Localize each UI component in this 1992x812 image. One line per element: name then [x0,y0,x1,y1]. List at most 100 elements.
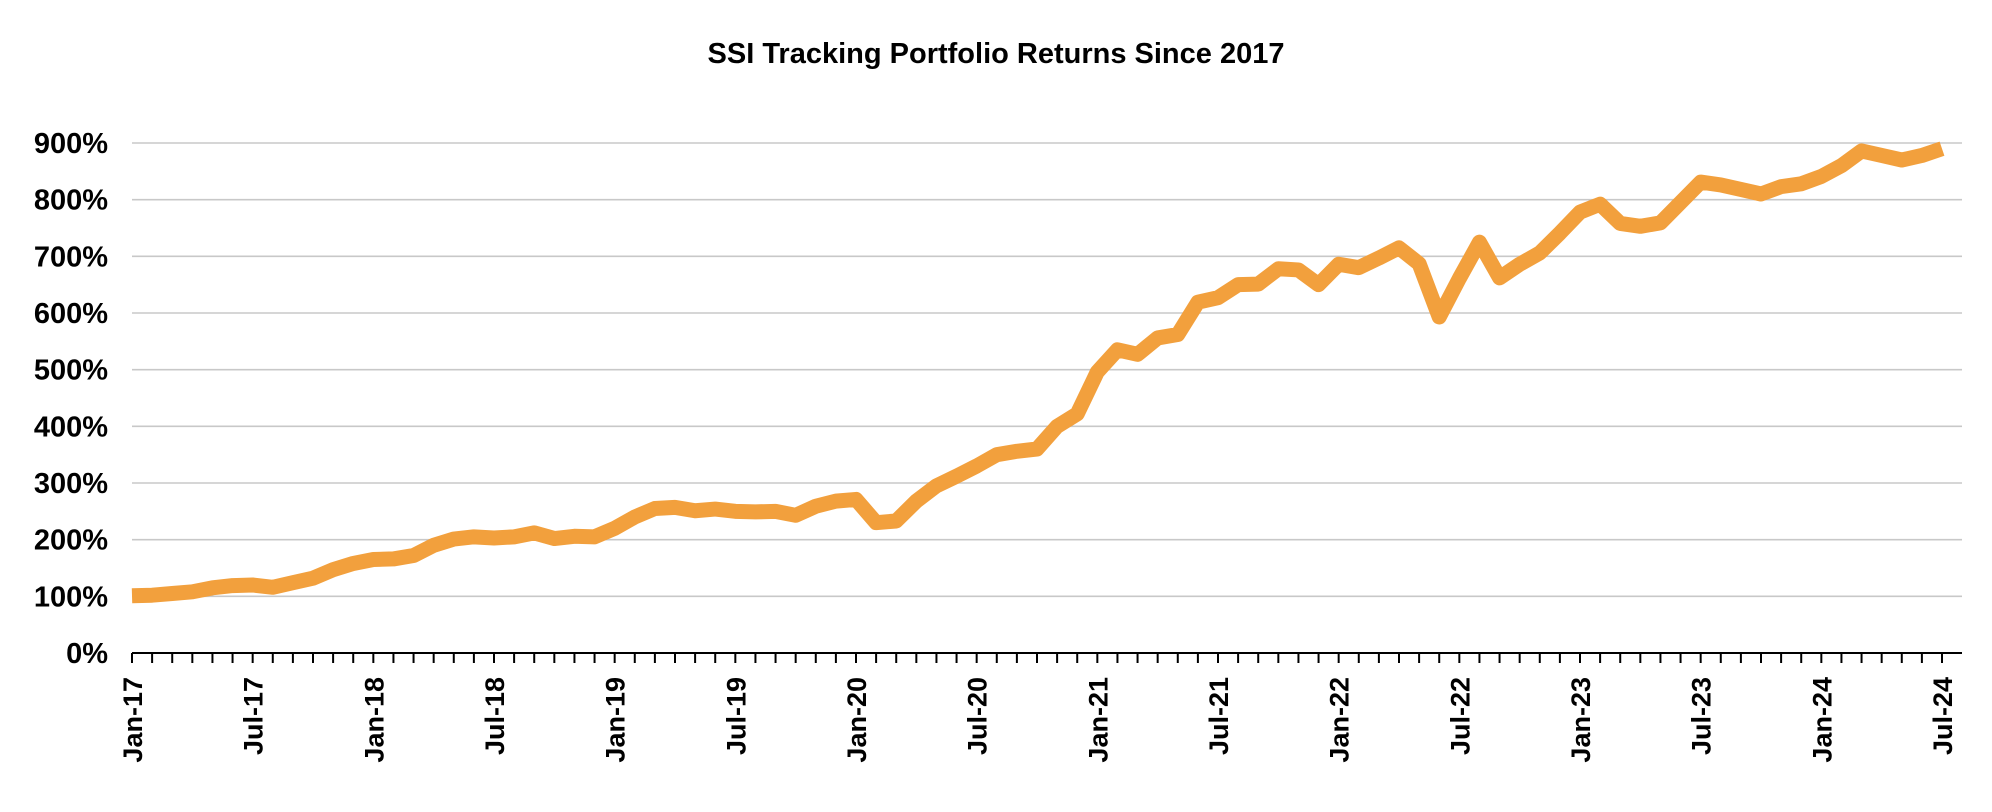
data-point [1640,226,1641,227]
x-tick-label: Jan-23 [1566,677,1596,763]
data-point [413,555,414,556]
data-point [735,511,736,512]
data-point [132,595,133,596]
data-point [936,485,937,486]
data-point [1057,426,1058,427]
data-point [1660,222,1661,223]
data-point [1238,284,1239,285]
data-point [1861,150,1862,151]
data-point [1358,267,1359,268]
y-tick-label: 100% [34,581,108,613]
data-point [1901,160,1902,161]
x-tick-label: Jan-17 [118,677,148,763]
data-point [1740,189,1741,190]
data-point [695,510,696,511]
data-point [675,507,676,508]
data-point [212,587,213,588]
data-point [1037,449,1038,450]
data-point [1680,202,1681,203]
data-point [1479,242,1480,243]
data-point [996,454,997,455]
data-point [1700,182,1701,183]
x-tick-label: Jan-22 [1325,677,1355,763]
data-point [976,466,977,467]
data-point [1781,186,1782,187]
x-tick-label: Jan-21 [1083,677,1113,763]
data-point [192,591,193,592]
data-point [815,506,816,507]
data-point [956,476,957,477]
data-point [152,595,153,596]
data-point [1077,413,1078,414]
data-point [1580,212,1581,213]
data-point [916,501,917,502]
data-point [1539,252,1540,253]
data-point [1338,264,1339,265]
data-point [1298,269,1299,270]
data-point [232,585,233,586]
data-point [534,532,535,533]
data-point [292,582,293,583]
data-point [453,539,454,540]
data-point [1218,297,1219,298]
y-tick-label: 600% [34,298,108,330]
x-tick-label: Jan-19 [601,677,631,763]
data-point [1197,302,1198,303]
data-point [1439,316,1440,317]
data-point [1278,268,1279,269]
y-tick-label: 800% [34,185,108,217]
data-point [634,517,635,518]
data-point [1016,451,1017,452]
y-tick-label: 0% [66,638,108,670]
data-point [835,501,836,502]
data-point [1117,349,1118,350]
x-tick-label: Jan-20 [842,677,872,763]
data-point [433,545,434,546]
data-point [313,578,314,579]
data-point [373,559,374,560]
data-point [1157,337,1158,338]
x-tick-label: Jul-21 [1204,677,1234,755]
data-point [856,499,857,500]
y-axis: 0% 100% 200% 300% 400% 500% 600% 700% 800% 900% [34,128,108,670]
data-point [172,593,173,594]
series-line [131,141,1945,604]
data-point [1761,194,1762,195]
data-point [554,538,555,539]
data-point [876,522,877,523]
data-point [252,585,253,586]
data-point [1097,371,1098,372]
data-point [1399,247,1400,248]
data-point [1499,277,1500,278]
data-point [896,520,897,521]
x-tick-label: Jul-18 [480,677,510,755]
x-tick-label: Jul-23 [1687,677,1717,755]
x-tick-label: Jul-19 [721,677,751,755]
y-tick-label: 400% [34,411,108,443]
x-tick-label: Jul-24 [1928,677,1958,755]
series-layer [131,141,1945,604]
data-point [594,536,595,537]
data-point [1559,233,1560,234]
y-tick-label: 200% [34,525,108,557]
data-point [755,511,756,512]
data-point [574,536,575,537]
data-point [393,558,394,559]
data-point [494,537,495,538]
y-tick-label: 700% [34,241,108,273]
data-point [1177,334,1178,335]
data-point [1821,176,1822,177]
data-point [333,569,334,570]
data-point [272,587,273,588]
x-tick-label: Jul-17 [239,677,269,755]
data-point [1419,263,1420,264]
x-tick-label: Jan-18 [359,677,389,763]
x-tick-label: Jul-20 [963,677,993,755]
gridlines [132,142,1962,598]
data-point [353,563,354,564]
data-point [1519,264,1520,265]
data-point [1720,184,1721,185]
data-point [1921,155,1922,156]
data-point [775,511,776,512]
